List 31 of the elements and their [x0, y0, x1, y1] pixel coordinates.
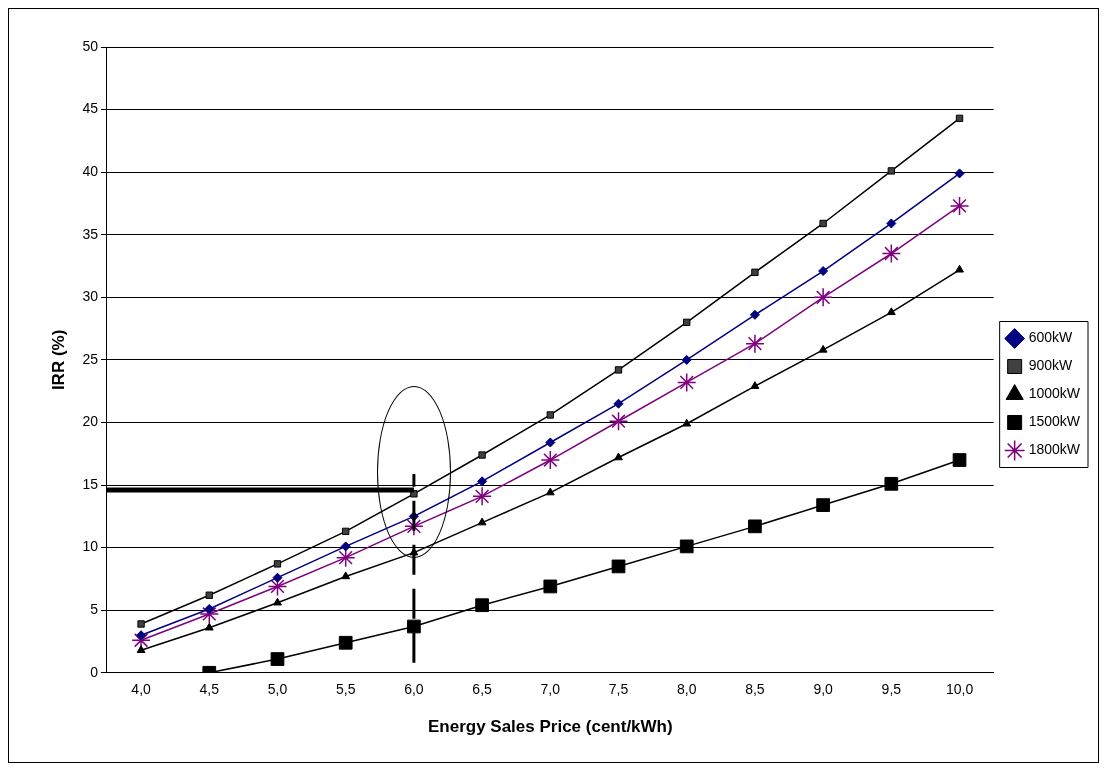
y-tick-label: 15	[82, 475, 99, 492]
legend-label: 1000kW	[1028, 385, 1081, 402]
y-tick-label: 10	[82, 538, 99, 555]
legend-label: 600kW	[1028, 329, 1073, 346]
legend-label: 1800kW	[1028, 441, 1081, 458]
x-tick-label: 8,5	[745, 681, 765, 698]
x-tick-label: 7,0	[540, 681, 561, 698]
x-tick-label: 5,5	[335, 681, 356, 698]
x-tick-label: 9,0	[813, 681, 834, 698]
y-tick-label: 45	[82, 100, 99, 117]
x-tick-label: 9,5	[881, 681, 902, 698]
y-tick-label: 35	[82, 225, 99, 242]
x-tick-label: 4,5	[199, 681, 220, 698]
x-tick-label: 5,0	[267, 681, 288, 698]
x-axis-title: Energy Sales Price (cent/kWh)	[427, 717, 673, 737]
y-tick-label: 20	[82, 413, 99, 430]
x-tick-label: 7,5	[608, 681, 629, 698]
y-tick-label: 5	[90, 601, 99, 618]
x-tick-label: 6,5	[472, 681, 493, 698]
x-tick-label: 8,0	[676, 681, 697, 698]
y-tick-label: 30	[82, 288, 99, 305]
x-tick-label: 10,0	[945, 681, 974, 698]
x-tick-label: 6,0	[404, 681, 424, 698]
y-axis-title: IRR (%)	[48, 329, 68, 391]
y-tick-label: 50	[82, 37, 99, 54]
y-tick-label: 25	[82, 350, 99, 367]
x-tick-label: 4,0	[131, 681, 152, 698]
legend-label: 1500kW	[1028, 413, 1081, 430]
legend-label: 900kW	[1028, 357, 1073, 374]
y-tick-label: 40	[82, 163, 99, 180]
y-tick-label: 0	[90, 663, 99, 680]
